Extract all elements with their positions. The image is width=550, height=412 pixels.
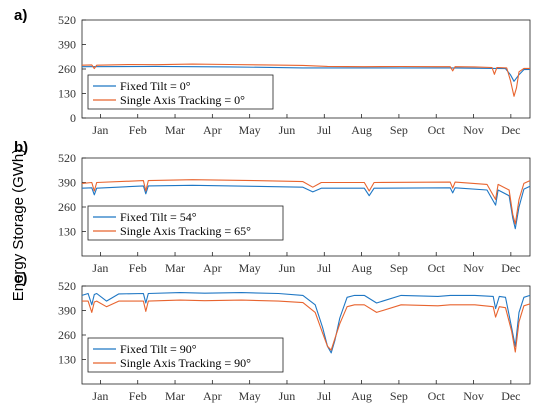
panel-b-xtick-label: May <box>239 261 261 275</box>
panel-a-xtick-label: May <box>239 123 261 137</box>
panel-c-ytick-label: 520 <box>58 279 76 293</box>
panel-a-ytick-label: 130 <box>58 87 76 101</box>
panel-b-letter: b) <box>14 139 28 156</box>
panel-a-ytick-label: 260 <box>58 62 76 76</box>
panel-b-xtick-label: Aug <box>351 261 372 275</box>
panel-b-ytick-label: 260 <box>58 200 76 214</box>
panel-a-ytick-label: 520 <box>58 13 76 27</box>
panel-b-xtick-label: Sep <box>390 261 408 275</box>
panel-c-xtick-label: Jan <box>92 389 108 403</box>
panel-b-legend-label-single-axis-tracking: Single Axis Tracking = 65° <box>120 224 251 238</box>
panel-b-xtick-label: Feb <box>129 261 147 275</box>
y-axis-label: Energy Storage (GWh) <box>10 149 27 302</box>
panel-c-xtick-label: Feb <box>129 389 147 403</box>
panel-a-xtick-label: Jan <box>92 123 108 137</box>
panel-b-series-single-axis-tracking-line <box>81 179 531 225</box>
panel-c-xtick-label: Dec <box>501 389 520 403</box>
panel-b-xtick-label: Nov <box>463 261 484 275</box>
panel-c-ytick-label: 260 <box>58 328 76 342</box>
panel-b-ytick-label: 520 <box>58 151 76 165</box>
panel-a-xtick-label: Feb <box>129 123 147 137</box>
panel-b-legend-label-fixed-tilt: Fixed Tilt = 54° <box>120 210 197 224</box>
panel-c-xtick-label: May <box>239 389 261 403</box>
panel-c-xtick-label: Aug <box>351 389 372 403</box>
panel-b-xtick-label: Jul <box>317 261 332 275</box>
panel-a-legend-label-fixed-tilt: Fixed Tilt = 0° <box>120 79 191 93</box>
panel-b-xtick-label: Oct <box>428 261 446 275</box>
panel-a-xtick-label: Dec <box>501 123 520 137</box>
panel-c-xtick-label: Jun <box>279 389 296 403</box>
panel-a-xtick-label: Jun <box>279 123 296 137</box>
panel-c-series-fixed-tilt-line <box>81 292 531 354</box>
panel-c-legend-label-single-axis-tracking: Single Axis Tracking = 90° <box>120 356 251 370</box>
panel-c-ytick-label: 130 <box>58 353 76 367</box>
panel-c-legend <box>87 337 284 373</box>
panel-a-xtick-label: Apr <box>203 123 222 137</box>
panel-c-series-single-axis-tracking-line <box>82 299 531 353</box>
panel-c-xtick-label: Apr <box>203 389 222 403</box>
panel-c-xtick-label: Jul <box>317 389 332 403</box>
panel-a-series-single-axis-tracking-line <box>81 63 530 97</box>
panel-a-ytick-label: 390 <box>58 38 76 52</box>
panel-b-series-fixed-tilt-line <box>81 184 531 230</box>
panel-c-letter: c) <box>14 270 27 287</box>
panel-a-xtick-label: Nov <box>463 123 484 137</box>
panel-c-xtick-label: Oct <box>428 389 446 403</box>
panel-a-xtick-label: Mar <box>165 123 185 137</box>
panel-a-xtick-label: Jul <box>317 123 332 137</box>
panel-b-xtick-label: Apr <box>203 261 222 275</box>
panel-a-xtick-label: Oct <box>428 123 446 137</box>
panel-a-xtick-label: Aug <box>351 123 372 137</box>
panel-a-legend <box>87 74 274 110</box>
panel-c-ytick-label: 390 <box>58 304 76 318</box>
panel-b-ytick-label: 130 <box>58 225 76 239</box>
panel-c-xtick-label: Sep <box>390 389 408 403</box>
panel-c-xtick-label: Nov <box>463 389 484 403</box>
panel-c-legend-label-fixed-tilt: Fixed Tilt = 90° <box>120 342 197 356</box>
panel-b-xtick-label: Jan <box>92 261 108 275</box>
panel-a-ytick-label: 0 <box>70 111 76 125</box>
panel-a-letter: a) <box>14 7 27 24</box>
panel-c-xtick-label: Mar <box>165 389 185 403</box>
panel-a-xtick-label: Sep <box>390 123 408 137</box>
panel-a-series-fixed-tilt-line <box>81 65 531 82</box>
panel-b-xtick-label: Jun <box>279 261 296 275</box>
panel-b-xtick-label: Dec <box>501 261 520 275</box>
panel-b-legend <box>87 205 284 241</box>
panel-a-legend-label-single-axis-tracking: Single Axis Tracking = 0° <box>120 93 245 107</box>
panel-b-xtick-label: Mar <box>165 261 185 275</box>
panel-b-ytick-label: 390 <box>58 176 76 190</box>
